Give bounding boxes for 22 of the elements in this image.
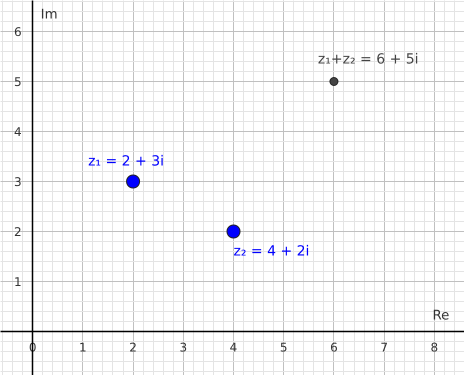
point [226, 224, 241, 238]
annotation: z₁+z₂ = 6 + 5i [318, 52, 419, 68]
y-tick-label: 4 [14, 125, 22, 139]
y-tick-label: 1 [14, 275, 22, 289]
point [329, 77, 338, 86]
x-tick-label: 6 [330, 340, 338, 354]
x-axis-title: Re [432, 308, 450, 324]
x-tick-label: 4 [230, 340, 238, 354]
y-axis-title: Im [40, 8, 58, 22]
y-tick-label: 3 [14, 175, 22, 189]
annotation: z₂ = 4 + 2i [234, 244, 310, 260]
y-tick-label: 5 [14, 75, 22, 89]
x-tick-label: 1 [79, 340, 87, 354]
x-tick-label: 7 [380, 340, 388, 354]
y-tick-label: 6 [14, 25, 22, 39]
point [126, 174, 140, 188]
x-tick-label: 3 [179, 340, 188, 354]
y-tick-label: 2 [14, 225, 22, 239]
annotation: z₁ = 2 + 3i [88, 154, 164, 170]
x-tick-label: 8 [430, 340, 438, 354]
x-tick-label: 2 [129, 340, 137, 354]
x-tick-label: 5 [280, 340, 288, 354]
